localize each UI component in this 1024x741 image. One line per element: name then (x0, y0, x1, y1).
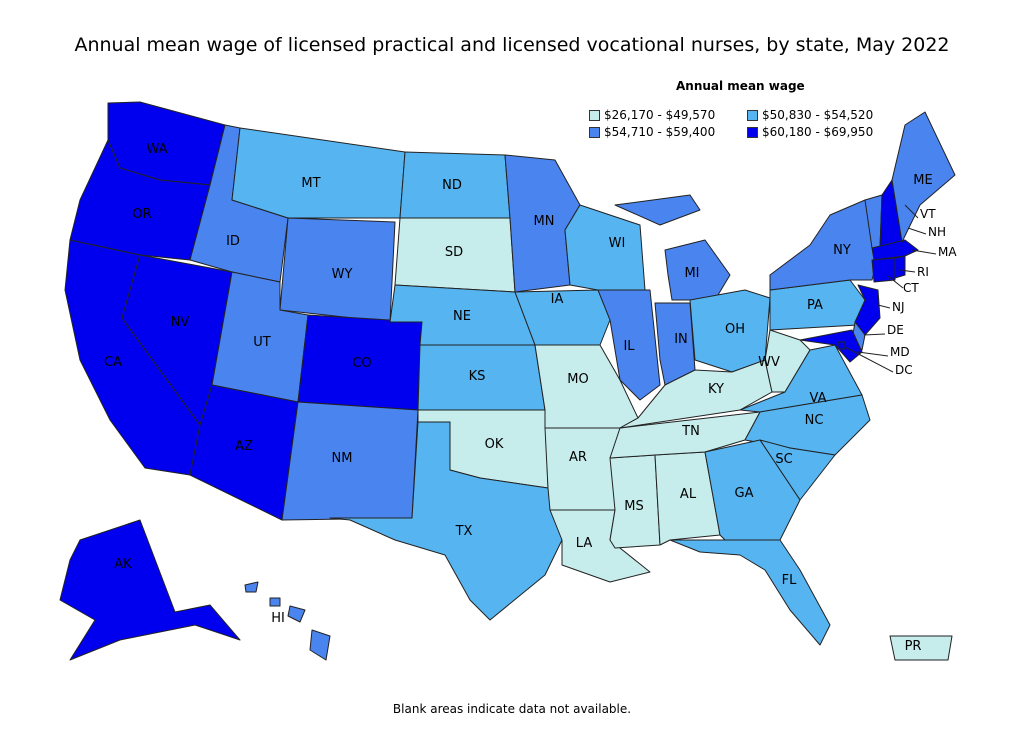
state-label-mt: MT (301, 176, 320, 191)
state-label-ms: MS (624, 499, 643, 514)
state-label-ia: IA (551, 292, 564, 307)
state-label-id: ID (226, 234, 240, 249)
state-ny[interactable] (769, 199, 881, 291)
legend-label-1: $26,170 - $49,570 (604, 108, 716, 122)
legend-item-2: $50,830 - $54,520 (747, 108, 873, 122)
state-label-dc: DC (895, 363, 913, 377)
state-hi[interactable] (244, 581, 331, 661)
state-ak[interactable] (59, 519, 241, 661)
state-label-mi: MI (684, 266, 699, 281)
state-label-me: ME (913, 173, 932, 188)
state-label-tn: TN (681, 424, 700, 439)
state-label-de: DE (887, 323, 904, 337)
state-az[interactable] (189, 384, 299, 521)
state-mt[interactable] (231, 127, 406, 219)
state-label-md: MD (890, 345, 910, 359)
legend-item-3: $54,710 - $59,400 (589, 125, 715, 139)
state-label-or: OR (132, 207, 151, 222)
legend-swatch-2 (747, 109, 758, 121)
state-label-pa: PA (807, 298, 823, 313)
state-label-sc: SC (775, 452, 792, 467)
state-ia[interactable] (514, 289, 611, 346)
state-me[interactable] (891, 111, 956, 243)
state-fl[interactable] (669, 539, 831, 646)
state-label-nc: NC (805, 413, 824, 428)
legend-label-4: $60,180 - $69,950 (762, 125, 874, 139)
state-label-az: AZ (235, 439, 253, 454)
state-pr[interactable] (889, 635, 953, 661)
state-ri[interactable] (894, 255, 906, 279)
state-label-wv: WV (758, 355, 780, 370)
state-label-ca: CA (104, 355, 122, 370)
state-label-va: VA (810, 391, 827, 406)
state-label-wa: WA (146, 142, 167, 157)
state-il[interactable] (597, 289, 661, 401)
chart-title: Annual mean wage of licensed practical a… (74, 34, 950, 56)
state-label-nh: NH (928, 225, 946, 239)
state-label-tx: TX (455, 524, 473, 539)
legend-swatch-4 (747, 126, 758, 138)
state-label-sd: SD (445, 245, 463, 260)
state-label-mn: MN (534, 214, 555, 229)
legend-label-2: $50,830 - $54,520 (762, 108, 874, 122)
state-label-ok: OK (485, 437, 504, 452)
state-label-al: AL (680, 487, 697, 502)
state-label-ri: RI (917, 265, 929, 279)
legend-swatch-1 (589, 109, 600, 121)
state-ct[interactable] (871, 257, 896, 283)
state-label-pr: PR (905, 639, 922, 654)
state-label-nm: NM (332, 451, 353, 466)
state-ar[interactable] (544, 427, 621, 511)
legend-label-3: $54,710 - $59,400 (604, 125, 716, 139)
state-label-la: LA (576, 536, 593, 551)
state-label-ct: CT (903, 281, 919, 295)
state-label-ky: KY (708, 382, 724, 397)
state-label-ga: GA (735, 486, 754, 501)
state-label-oh: OH (725, 322, 745, 337)
state-label-wi: WI (609, 236, 626, 251)
state-ma[interactable] (871, 239, 919, 261)
legend-item-4: $60,180 - $69,950 (747, 125, 873, 139)
state-label-in: IN (674, 332, 688, 347)
state-wi[interactable] (564, 204, 646, 291)
state-md[interactable] (799, 329, 863, 363)
state-label-ny: NY (833, 243, 851, 258)
legend-swatch-3 (589, 126, 600, 138)
state-label-ak: AK (114, 557, 132, 572)
state-label-nd: ND (442, 178, 462, 193)
state-label-nv: NV (171, 315, 190, 330)
state-label-hi: HI (271, 611, 285, 626)
state-dc[interactable] (837, 341, 846, 350)
state-label-mo: MO (567, 372, 588, 387)
state-label-fl: FL (782, 573, 797, 588)
state-label-nj: NJ (892, 300, 905, 314)
state-label-ks: KS (469, 369, 486, 384)
footnote: Blank areas indicate data not available. (392, 702, 632, 716)
state-label-ut: UT (253, 335, 271, 350)
legend-item-1: $26,170 - $49,570 (589, 108, 715, 122)
state-label-wy: WY (332, 267, 353, 282)
state-label-co: CO (352, 356, 371, 371)
state-label-ma: MA (938, 245, 957, 259)
legend-title: Annual mean wage (676, 79, 805, 93)
state-label-ne: NE (453, 309, 471, 324)
state-tx[interactable] (329, 421, 563, 621)
state-label-vt: VT (920, 207, 936, 221)
state-label-ar: AR (569, 450, 587, 465)
state-label-il: IL (623, 339, 635, 354)
